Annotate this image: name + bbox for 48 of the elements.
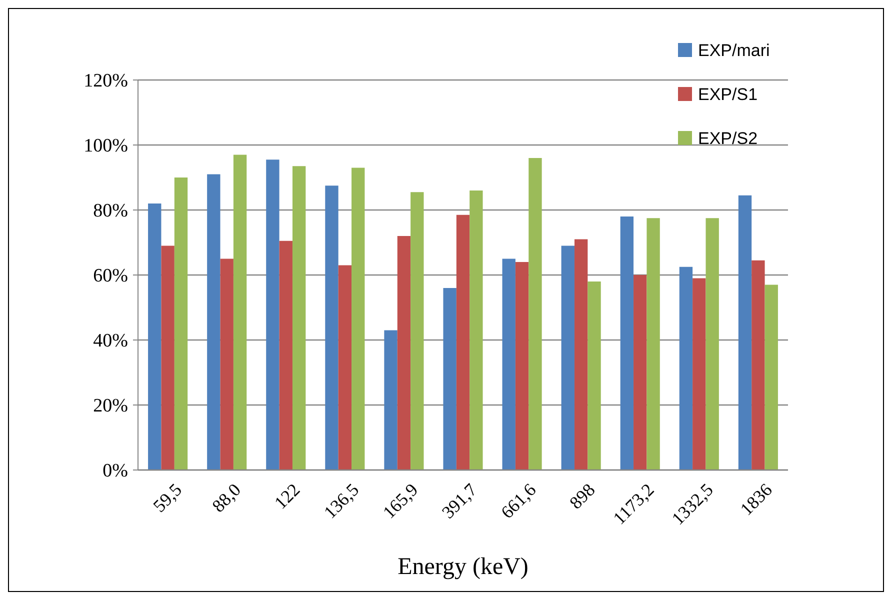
y-tick-label: 60% bbox=[93, 266, 128, 287]
x-tick-label: 59,5 bbox=[149, 480, 186, 516]
bar bbox=[528, 158, 542, 470]
y-tick-label: 100% bbox=[84, 136, 128, 157]
bar bbox=[752, 260, 765, 470]
y-tick-label: 120% bbox=[84, 70, 128, 92]
bar bbox=[470, 190, 483, 470]
bar bbox=[220, 258, 234, 470]
bar bbox=[764, 284, 778, 470]
bar bbox=[266, 160, 280, 470]
x-tick-label: 898 bbox=[566, 480, 599, 513]
bar bbox=[410, 192, 424, 470]
bar bbox=[279, 240, 292, 470]
bar bbox=[679, 266, 693, 470]
bar bbox=[456, 214, 470, 470]
bar bbox=[384, 330, 398, 470]
bar bbox=[620, 216, 634, 470]
legend-label: EXP/S2 bbox=[698, 128, 758, 148]
bar bbox=[207, 174, 220, 470]
bar bbox=[233, 154, 247, 470]
bar bbox=[148, 204, 162, 470]
bar bbox=[174, 178, 188, 470]
bar bbox=[634, 275, 647, 470]
bar bbox=[561, 246, 574, 470]
bar bbox=[325, 186, 338, 470]
legend-label: EXP/S1 bbox=[698, 84, 758, 104]
bar bbox=[706, 218, 719, 470]
bar bbox=[502, 258, 516, 470]
bar bbox=[515, 262, 529, 470]
bar bbox=[574, 239, 588, 470]
x-tick-label: 122 bbox=[270, 480, 304, 513]
bar bbox=[338, 265, 352, 470]
bar bbox=[352, 168, 365, 470]
bar bbox=[692, 278, 706, 470]
x-axis-title: Energy (keV) bbox=[398, 554, 528, 580]
bar bbox=[738, 195, 752, 470]
x-tick-label: 88,0 bbox=[208, 480, 245, 516]
bar bbox=[161, 246, 174, 470]
bar bbox=[443, 288, 456, 470]
bar bbox=[397, 236, 411, 470]
y-tick-label: 0% bbox=[102, 460, 128, 482]
legend-label: EXP/mari bbox=[698, 40, 770, 60]
bar bbox=[292, 166, 306, 470]
bar bbox=[646, 218, 660, 470]
y-tick-label: 20% bbox=[93, 396, 128, 417]
y-tick-label: 80% bbox=[93, 200, 128, 222]
bar bbox=[588, 282, 601, 470]
y-tick-label: 40% bbox=[93, 330, 128, 352]
